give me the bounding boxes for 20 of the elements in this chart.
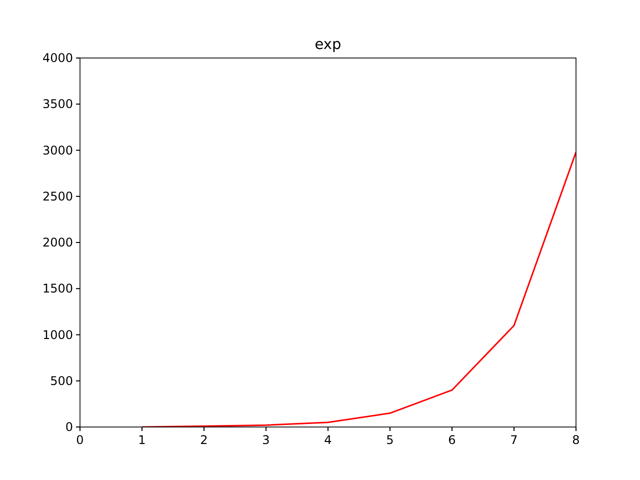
x-tick-label: 1 (138, 433, 146, 447)
chart-title: exp (314, 37, 342, 53)
x-tick-label: 4 (324, 433, 332, 447)
y-tick-label: 3500 (42, 97, 73, 112)
y-tick-label: 1500 (42, 282, 73, 296)
y-tick-label: 500 (50, 374, 73, 388)
x-tick-label: 6 (448, 433, 456, 447)
x-tick-label: 8 (572, 433, 580, 447)
line-series (141, 151, 576, 427)
x-tick-label: 0 (76, 433, 84, 447)
y-tick-label: 1000 (42, 328, 73, 342)
x-tick-label: 2 (200, 433, 208, 447)
x-tick-label: 3 (262, 433, 270, 447)
y-tick-label: 4000 (42, 51, 73, 65)
y-tick-label: 2000 (42, 236, 73, 250)
y-tick-label: 2500 (42, 189, 73, 204)
y-tick-label: 0 (65, 420, 73, 434)
x-tick-label: 5 (386, 433, 394, 447)
x-tick-label: 7 (510, 433, 518, 447)
y-tick-label: 3000 (42, 143, 73, 158)
